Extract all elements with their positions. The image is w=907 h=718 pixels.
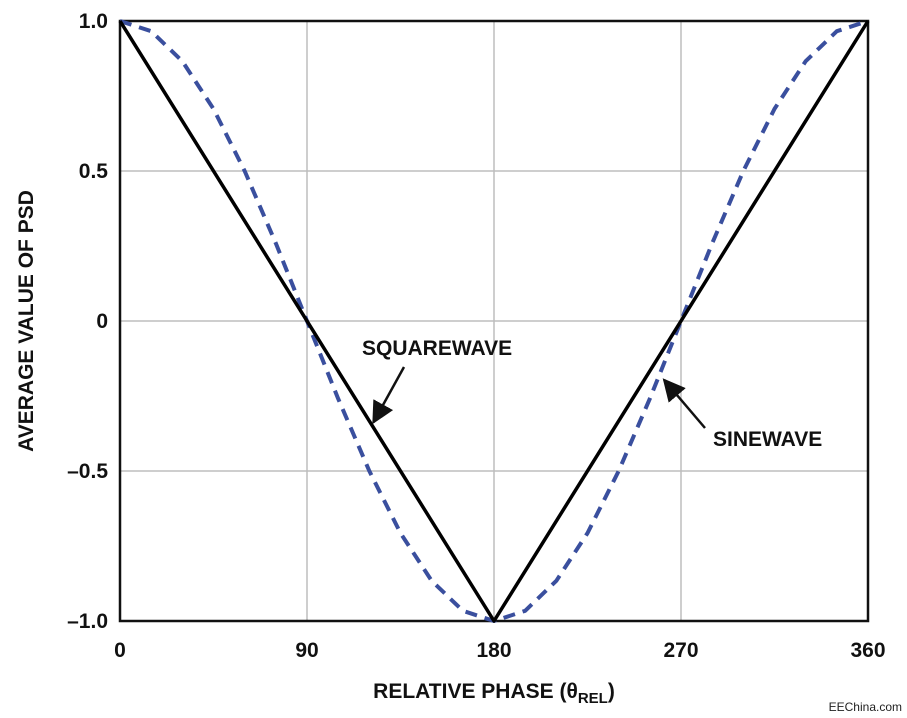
squarewave-arrow — [372, 366, 406, 425]
tick-labels: 0 90 180 270 360 1.0 0.5 0 –0.5 –1.0 — [67, 10, 885, 662]
y-tick-label: –0.5 — [67, 460, 108, 483]
y-tick-label: 1.0 — [79, 10, 108, 33]
x-axis-label-main: RELATIVE PHASE (θ — [373, 680, 578, 703]
sinewave-annotation: SINEWAVE — [713, 428, 822, 451]
sinewave-arrow — [662, 378, 706, 429]
x-axis-label-sub: REL — [578, 690, 608, 707]
y-tick-label: –1.0 — [67, 610, 108, 633]
x-tick-label: 360 — [850, 639, 885, 662]
y-axis-label: AVERAGE VALUE OF PSD — [15, 190, 38, 452]
series-line-squarewave — [118, 20, 870, 623]
x-axis-label-close: ) — [608, 680, 615, 703]
x-tick-label: 90 — [295, 639, 318, 662]
watermark: EEChina.com — [829, 700, 902, 714]
grid — [120, 21, 868, 621]
x-axis-label: RELATIVE PHASE (θREL) — [373, 680, 615, 707]
x-tick-label: 270 — [663, 639, 698, 662]
x-tick-label: 180 — [476, 639, 511, 662]
squarewave-annotation: SQUAREWAVE — [362, 337, 512, 360]
y-tick-label: 0 — [96, 310, 108, 333]
x-tick-label: 0 — [114, 639, 126, 662]
series-layer — [118, 19, 870, 623]
annotations: SQUAREWAVE SINEWAVE — [362, 337, 822, 451]
y-tick-label: 0.5 — [79, 160, 109, 183]
